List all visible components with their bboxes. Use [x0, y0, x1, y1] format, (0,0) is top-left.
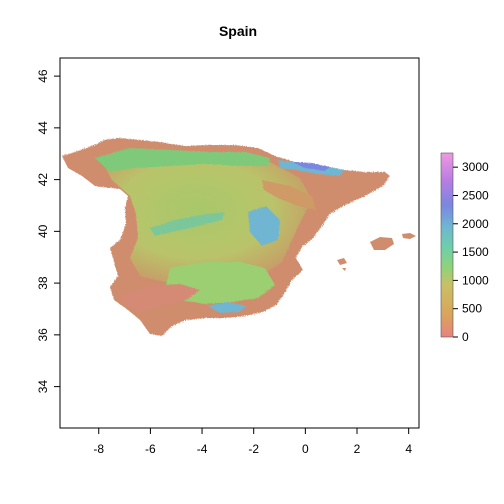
y-tick-label: 34	[36, 380, 50, 394]
y-tick-label: 38	[36, 276, 50, 290]
iberian-system	[248, 206, 280, 246]
legend-color-bar	[440, 152, 454, 338]
x-tick-label: 0	[302, 442, 309, 456]
ibiza	[337, 258, 347, 265]
legend-tick-label: 0	[462, 330, 469, 344]
elevation-legend: 0 500 1000 1500 2000 2500 3000	[440, 152, 489, 344]
legend-ticks: 0 500 1000 1500 2000 2500 3000	[453, 160, 489, 344]
y-tick-label: 40	[36, 224, 50, 238]
x-tick-label: -2	[248, 442, 259, 456]
sierra-nevada	[208, 302, 246, 313]
y-tick-label: 36	[36, 328, 50, 342]
ebro-valley	[262, 180, 316, 210]
x-axis: -8 -6 -4 -2 0 2 4	[93, 428, 412, 456]
legend-tick-label: 1000	[462, 273, 489, 287]
legend-tick-label: 2500	[462, 188, 489, 202]
x-tick-label: 2	[354, 442, 361, 456]
pyrenees-peaks	[292, 162, 330, 171]
menorca	[402, 233, 416, 239]
legend-tick-label: 500	[462, 302, 482, 316]
map-title: Spain	[219, 23, 257, 39]
legend-tick-label: 2000	[462, 217, 489, 231]
x-tick-label: -4	[197, 442, 208, 456]
legend-tick-label: 3000	[462, 160, 489, 174]
x-tick-label: -6	[145, 442, 156, 456]
cantabrian-range	[95, 148, 270, 172]
y-axis: 34 36 38 40 42 44 46	[36, 69, 60, 393]
balearic-islands	[337, 233, 416, 271]
spain-elevation-map	[62, 138, 390, 336]
formentera	[342, 268, 346, 271]
central-system	[150, 212, 225, 236]
y-tick-label: 46	[36, 69, 50, 83]
x-tick-label: 4	[405, 442, 412, 456]
mallorca	[370, 237, 394, 250]
legend-tick-label: 1500	[462, 245, 489, 259]
y-tick-label: 42	[36, 173, 50, 187]
guadalquivir-valley	[120, 284, 200, 312]
y-tick-label: 44	[36, 121, 50, 135]
plot-frame	[59, 57, 420, 429]
x-tick-label: -8	[93, 442, 104, 456]
